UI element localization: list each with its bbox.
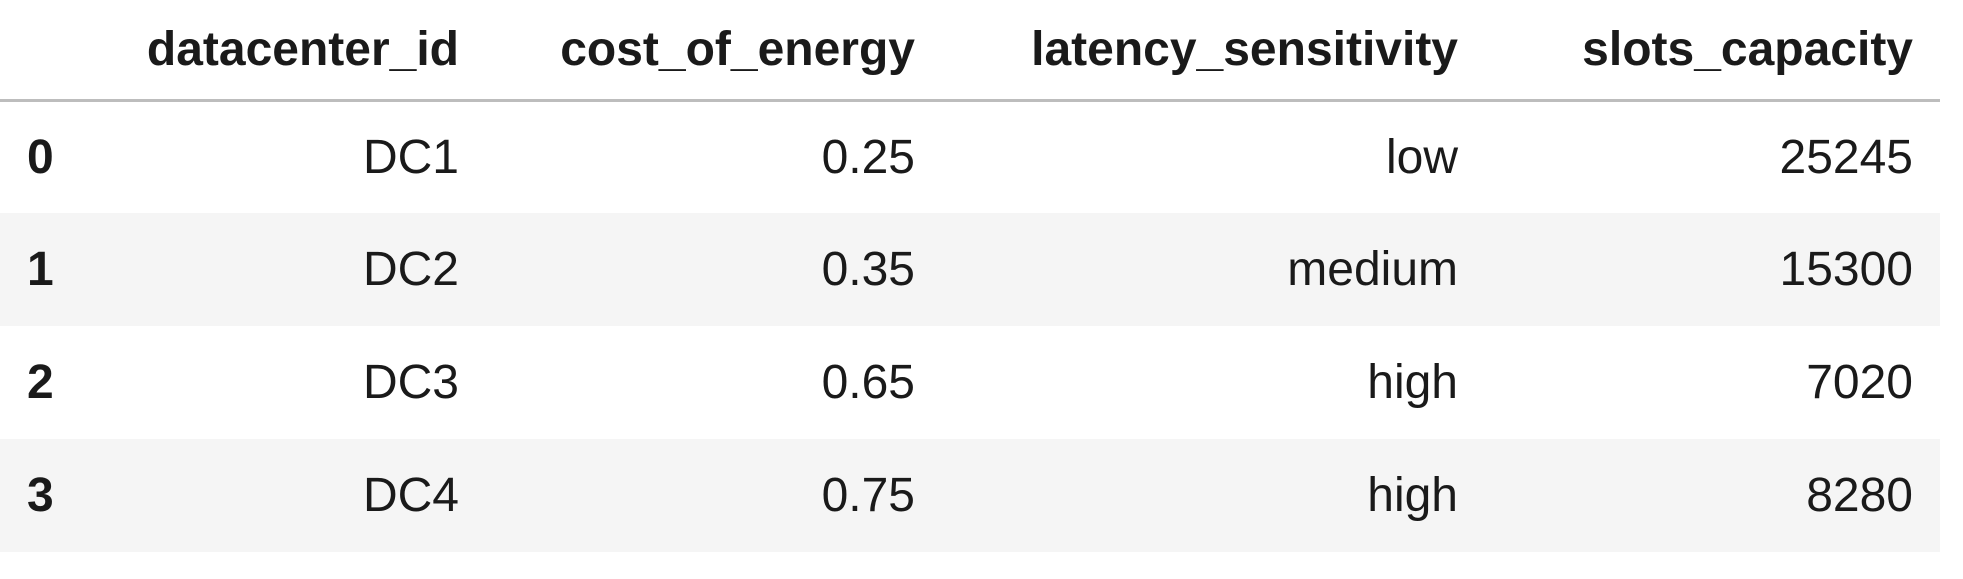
cell-slots-capacity: 15300 <box>1779 243 1913 296</box>
column-header-datacenter-id: datacenter_id <box>86 0 486 102</box>
column-header-latency-sensitivity: latency_sensitivity <box>942 0 1485 102</box>
table-row: 3 DC4 0.75 high 8280 <box>0 439 1940 552</box>
dataframe-table: datacenter_id cost_of_energy latency_sen… <box>0 0 1940 552</box>
table-row: 2 DC3 0.65 high 7020 <box>0 326 1940 439</box>
cell-datacenter-id: DC4 <box>362 469 459 522</box>
table-header: datacenter_id cost_of_energy latency_sen… <box>0 0 1940 102</box>
cell-cost-of-energy: 0.25 <box>821 130 915 184</box>
row-index: 3 <box>27 469 54 522</box>
column-header-cost-of-energy: cost_of_energy <box>486 0 942 102</box>
cell-datacenter-id: DC3 <box>362 356 459 409</box>
row-index: 2 <box>27 356 54 409</box>
cell-latency-sensitivity: low <box>1385 130 1458 184</box>
column-header-slots-capacity: slots_capacity <box>1485 0 1940 102</box>
cell-datacenter-id: DC1 <box>362 130 459 184</box>
cell-latency-sensitivity: high <box>1367 356 1458 409</box>
cell-latency-sensitivity: high <box>1367 469 1458 522</box>
index-column-header <box>0 0 86 102</box>
cell-cost-of-energy: 0.35 <box>821 243 915 296</box>
cell-latency-sensitivity: medium <box>1287 243 1458 296</box>
table-row: 1 DC2 0.35 medium 15300 <box>0 213 1940 326</box>
cell-datacenter-id: DC2 <box>362 243 459 296</box>
cell-slots-capacity: 8280 <box>1806 469 1913 522</box>
row-index: 1 <box>27 243 54 296</box>
row-index: 0 <box>27 130 54 184</box>
cell-cost-of-energy: 0.75 <box>821 469 915 522</box>
header-row: datacenter_id cost_of_energy latency_sen… <box>0 0 1940 102</box>
cell-slots-capacity: 25245 <box>1779 130 1913 184</box>
cell-slots-capacity: 7020 <box>1806 356 1913 409</box>
table-body: 0 DC1 0.25 low 25245 1 DC2 0.35 medium 1… <box>0 100 1940 552</box>
table-row: 0 DC1 0.25 low 25245 <box>0 100 1940 213</box>
cell-cost-of-energy: 0.65 <box>821 356 915 409</box>
